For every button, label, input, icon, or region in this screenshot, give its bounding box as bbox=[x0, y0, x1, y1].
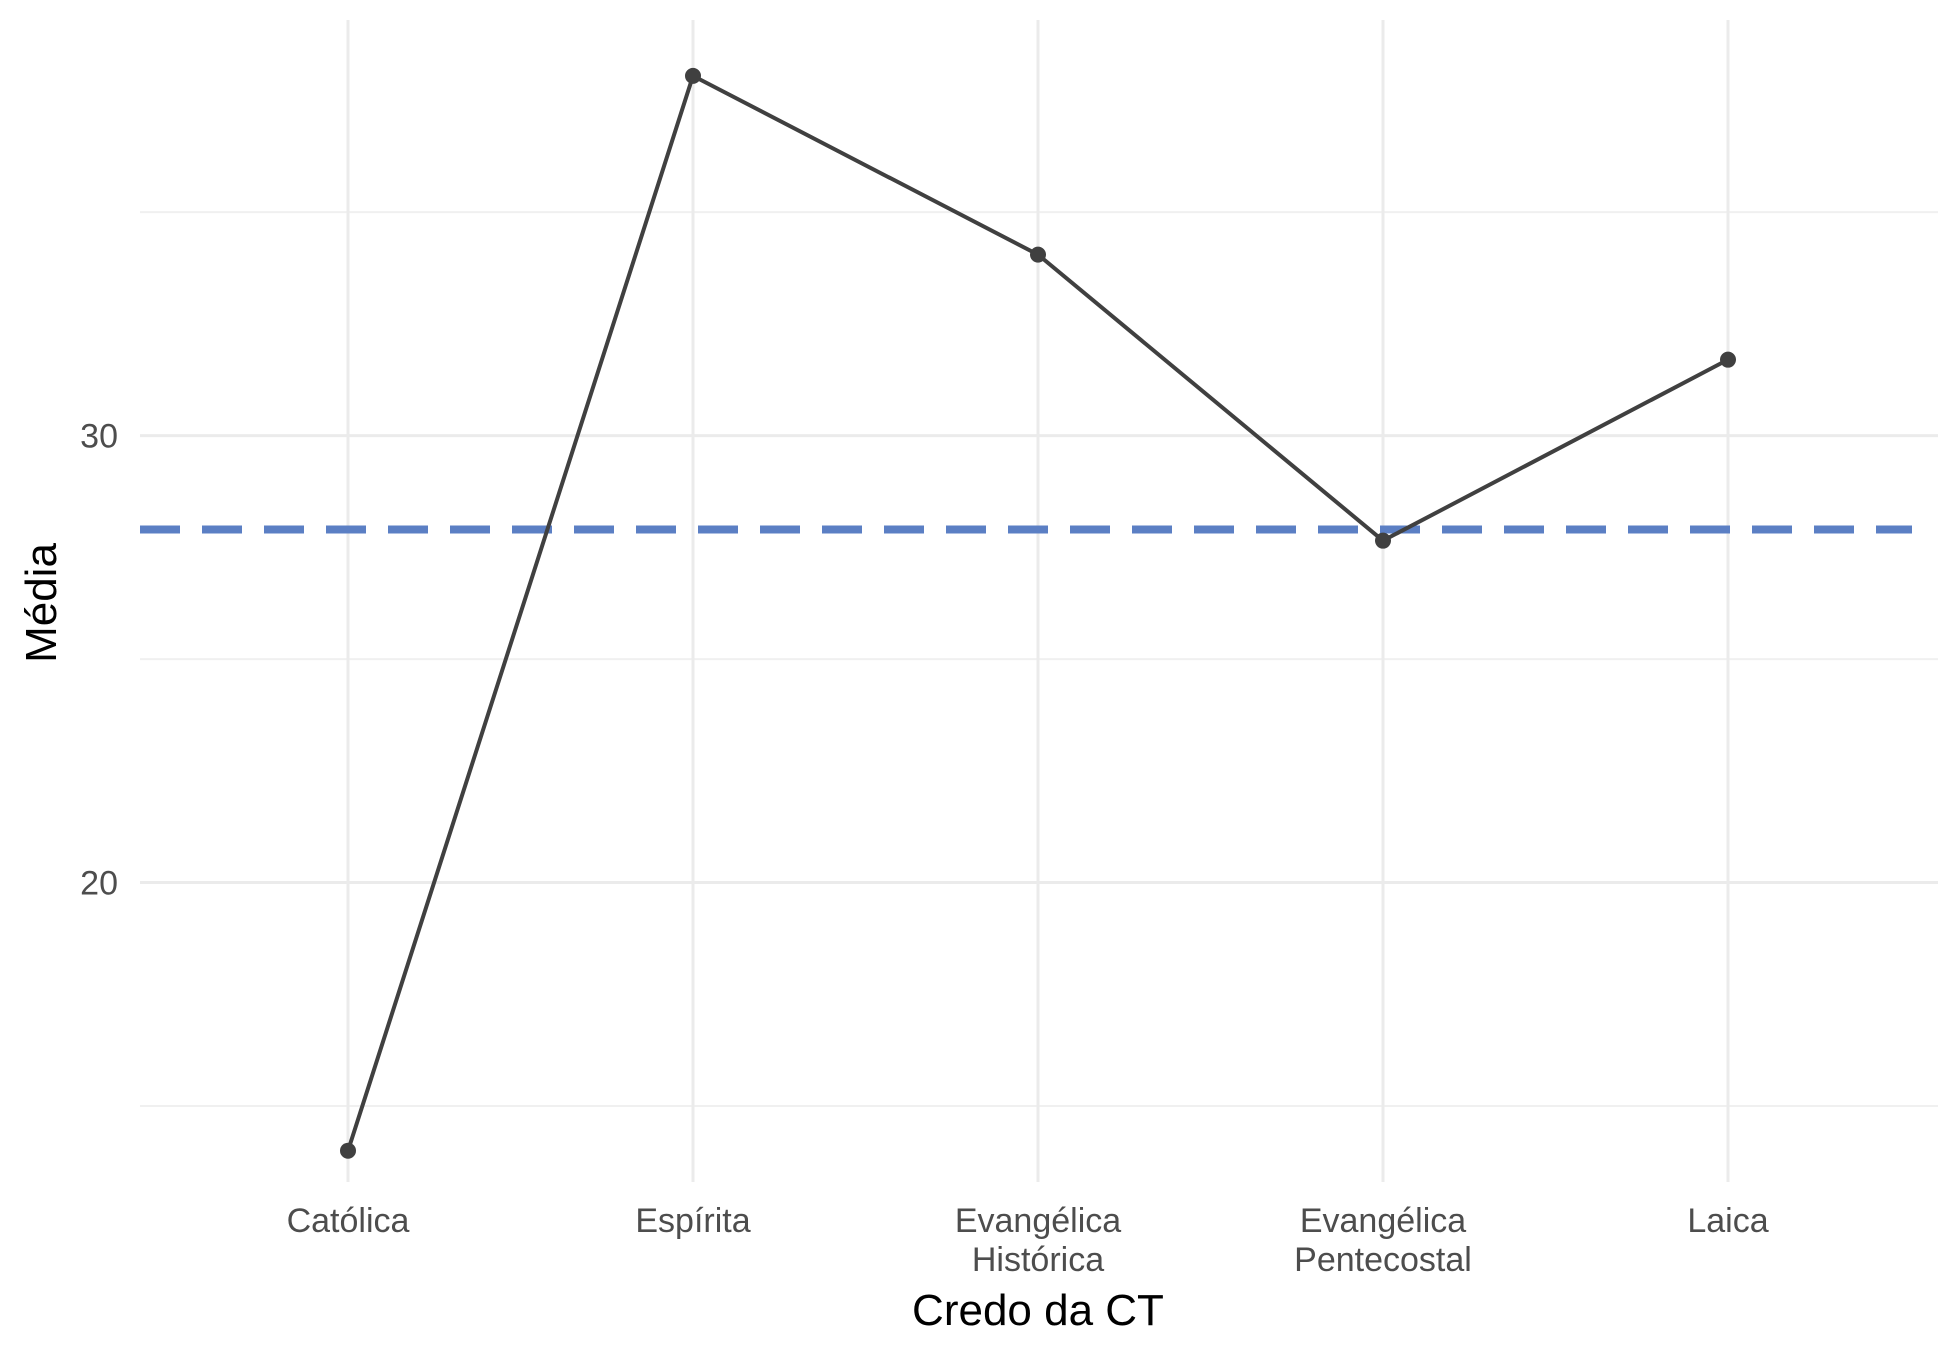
y-tick-label: 20 bbox=[80, 865, 118, 903]
data-point bbox=[685, 67, 701, 84]
data-point bbox=[1720, 351, 1736, 368]
data-point bbox=[1375, 532, 1391, 549]
x-tick-label-line: Laica bbox=[1687, 1202, 1768, 1240]
x-tick-label-line: Pentecostal bbox=[1294, 1241, 1472, 1279]
x-tick-labels: Católica Espírita Evangélica HistóricaEvang… bbox=[287, 1202, 1769, 1279]
y-tick-label: 30 bbox=[80, 418, 118, 456]
x-tick-label: Laica bbox=[1687, 1202, 1768, 1240]
x-tick-label: Evangélica Histórica bbox=[955, 1202, 1121, 1279]
x-tick-label: Católica bbox=[287, 1202, 410, 1240]
x-tick-label-line: Católica bbox=[287, 1202, 410, 1240]
x-tick-label-line: Evangélica bbox=[1300, 1202, 1466, 1240]
x-tick-label-line: Espírita bbox=[635, 1202, 750, 1240]
y-axis-title: Média bbox=[17, 543, 66, 663]
x-axis-title: Credo da CT bbox=[912, 1286, 1164, 1335]
series-layer bbox=[340, 67, 1736, 1159]
data-point bbox=[1030, 246, 1046, 263]
major-gridlines bbox=[140, 20, 1938, 1182]
x-tick-label: Evangélica Pentecostal bbox=[1294, 1202, 1472, 1279]
x-tick-label: Espírita bbox=[635, 1202, 750, 1240]
x-tick-label-line: Histórica bbox=[972, 1241, 1104, 1279]
data-point bbox=[340, 1142, 356, 1159]
x-tick-label-line: Evangélica bbox=[955, 1202, 1121, 1240]
